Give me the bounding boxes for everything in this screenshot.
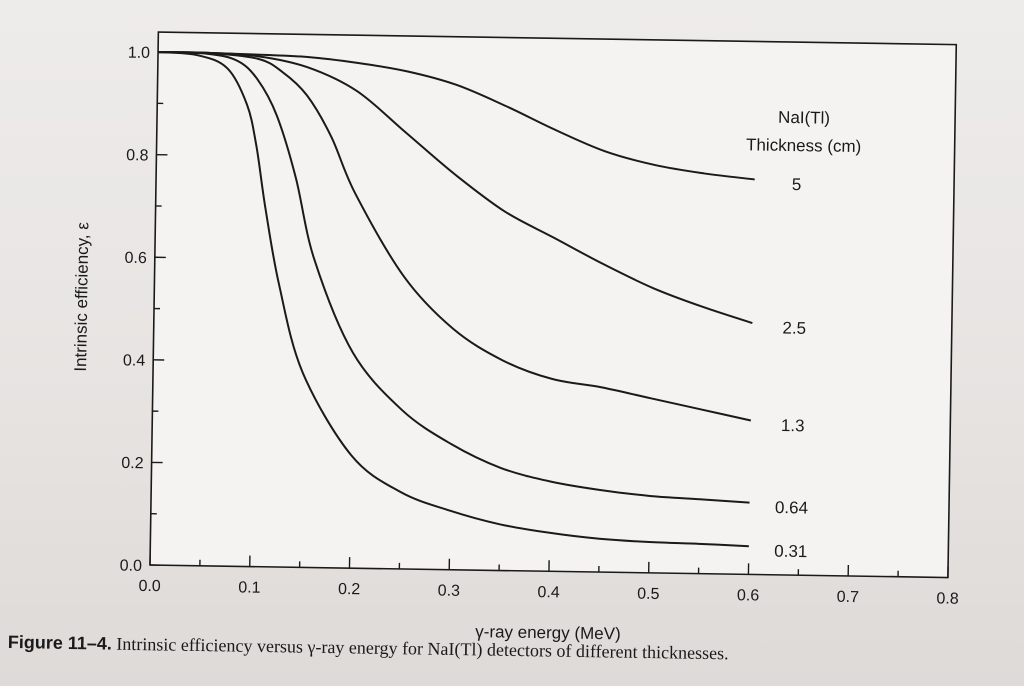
x-tick-label: 0.2 (338, 581, 361, 598)
x-axis-title: γ-ray energy (MeV) (475, 622, 621, 643)
curve-thickness-0.64 (158, 51, 750, 504)
series-label-2.5: 2.5 (782, 319, 806, 338)
x-tick-label: 0.8 (936, 590, 959, 607)
x-axis: 0.0 0.1 0.2 0.3 0.4 0.5 0.6 0.7 0.8 (138, 553, 959, 608)
x-tick-label: 0.6 (737, 587, 760, 604)
curve-thickness-2.5 (158, 51, 753, 324)
series-label-0.64: 0.64 (775, 498, 808, 518)
x-tick-label: 0.0 (138, 578, 161, 595)
curve-thickness-1.3 (158, 51, 752, 422)
y-tick-label: 0.8 (126, 147, 149, 164)
legend-title-thickness: Thickness (cm) (746, 135, 862, 156)
x-tick-label: 0.4 (537, 584, 560, 601)
series-curves (157, 51, 755, 548)
series-label-0.31: 0.31 (774, 542, 807, 562)
x-tick-label: 0.5 (637, 586, 660, 603)
series-label-5: 5 (792, 175, 802, 194)
y-tick-label: 0.6 (124, 250, 147, 267)
series-label-1.3: 1.3 (781, 416, 805, 435)
legend-title-material: NaI(Tl) (778, 108, 830, 128)
series-labels: 5 2.5 1.3 0.64 0.31 (774, 175, 808, 562)
curve-thickness-0.31 (157, 51, 749, 548)
x-tick-label: 0.7 (837, 589, 860, 606)
y-tick-label: 1.0 (128, 45, 151, 62)
y-tick-label: 0.2 (121, 455, 144, 472)
plot-frame (149, 31, 958, 579)
y-axis: 0.0 0.2 0.4 0.6 0.8 1.0 (120, 45, 170, 575)
curve-thickness-5 (158, 51, 755, 181)
y-tick-label: 0.0 (120, 558, 143, 575)
x-tick-label: 0.3 (438, 583, 461, 600)
y-tick-label: 0.4 (123, 352, 146, 369)
y-axis-title: Intrinsic efficiency, ε (71, 222, 92, 372)
x-tick-label: 0.1 (238, 579, 261, 596)
figure-number: Figure 11–4. (7, 632, 113, 654)
